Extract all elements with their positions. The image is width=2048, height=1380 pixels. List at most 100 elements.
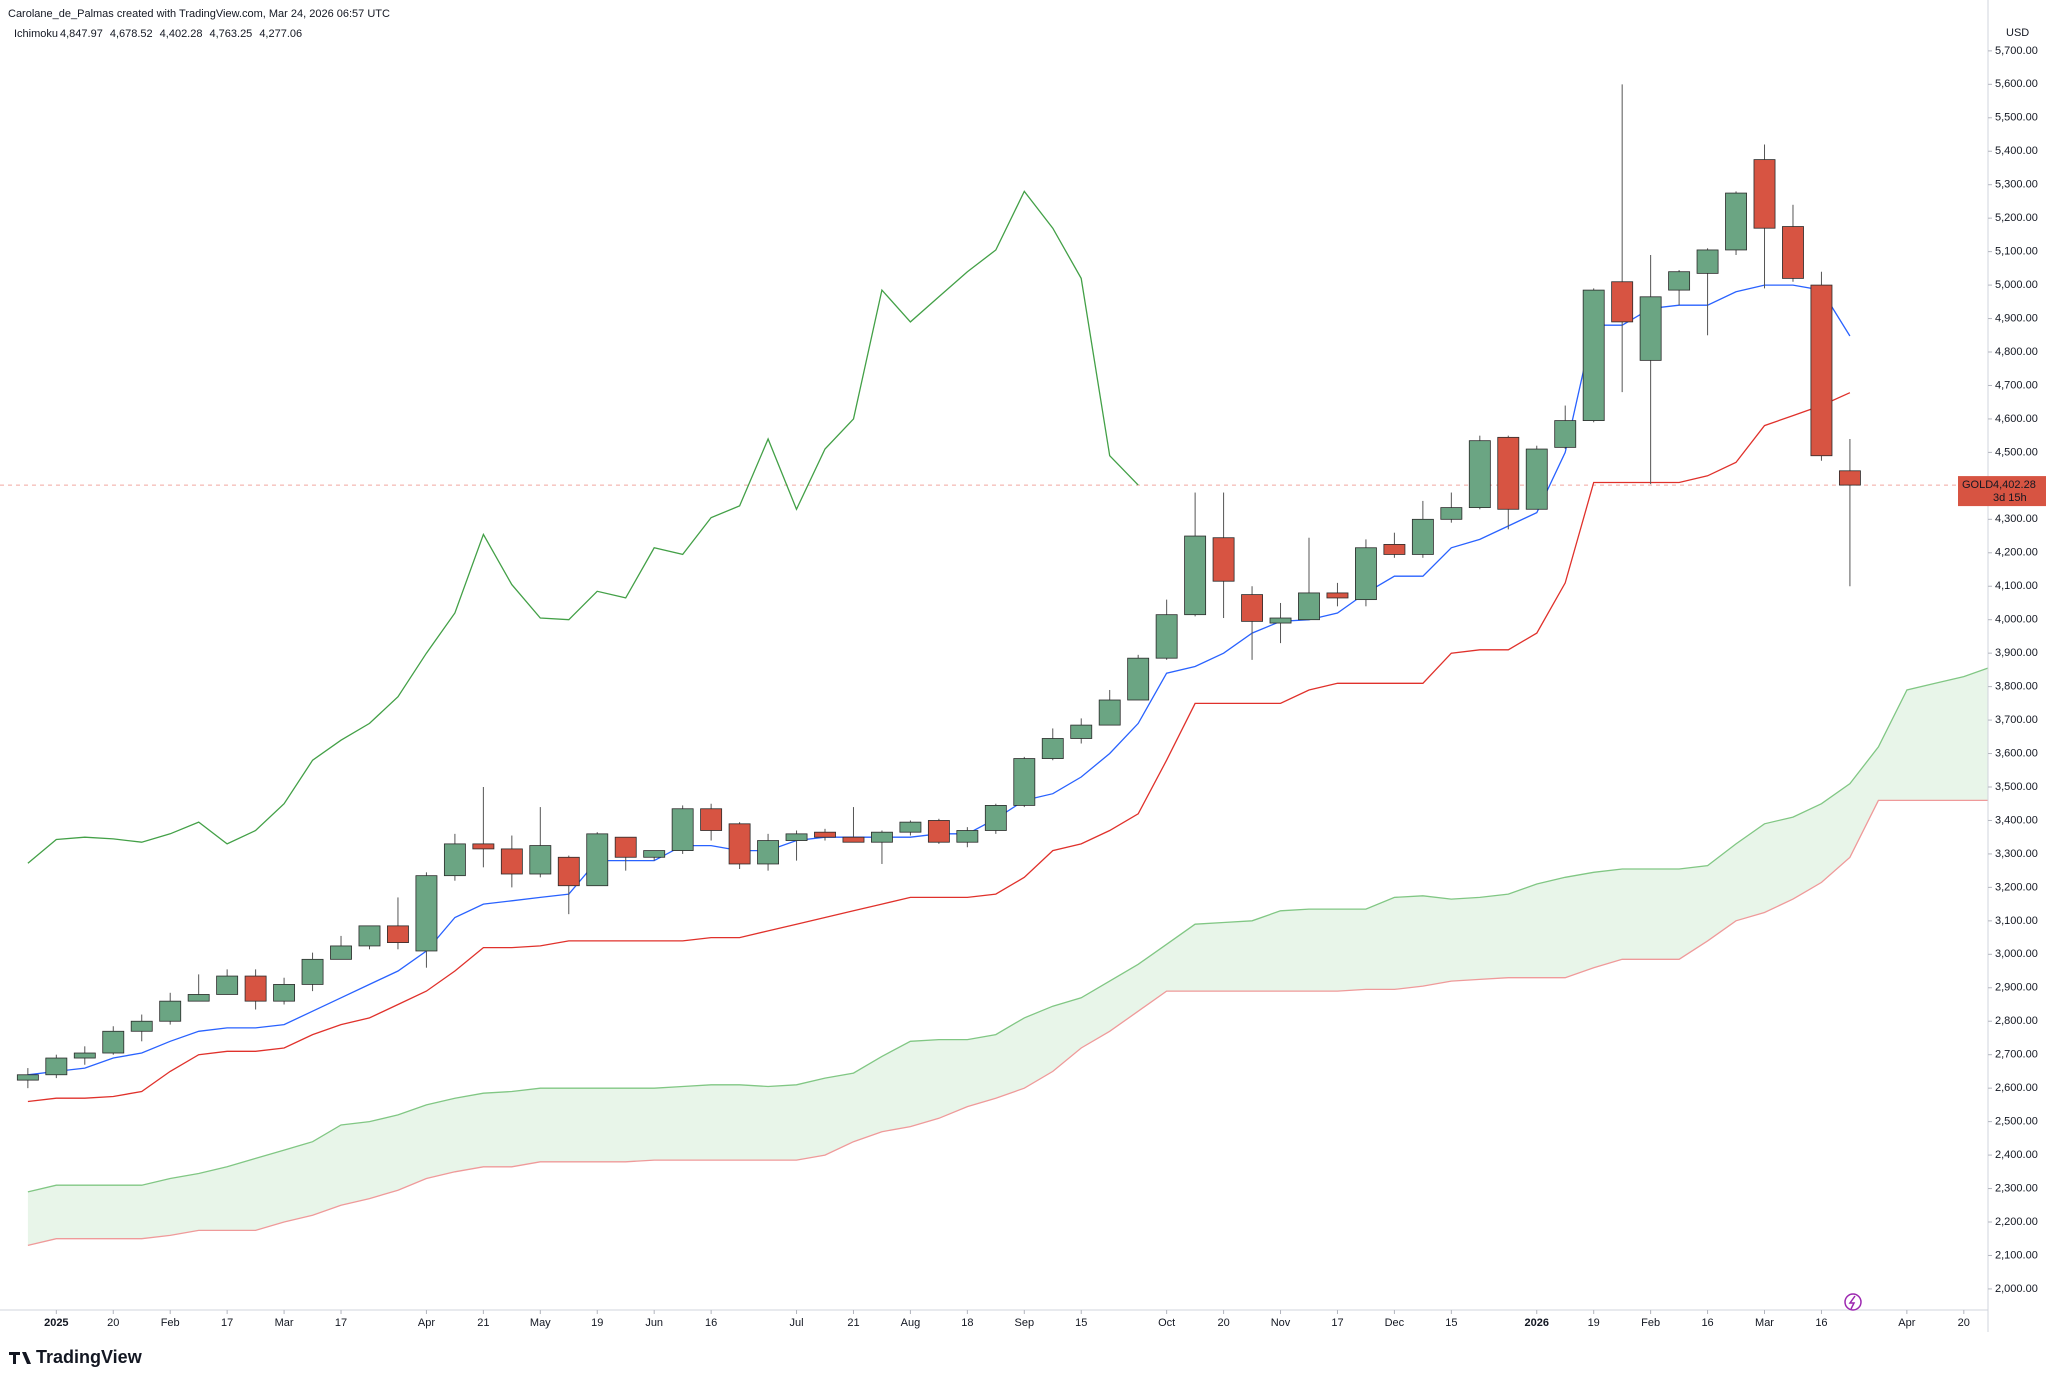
candle-body <box>472 843 495 850</box>
candle-body <box>273 984 296 1002</box>
candle-body <box>586 833 609 887</box>
y-tick-label: 2,000.00 <box>1995 1283 2038 1295</box>
x-tick-label: 16 <box>705 1317 717 1329</box>
ichimoku-line <box>27 799 1988 1247</box>
logo-text: TradingView <box>36 1347 143 1367</box>
candle-body <box>1298 592 1320 621</box>
legend-title: Ichimoku <box>14 28 58 40</box>
ichimoku-line <box>27 190 1139 864</box>
y-tick-label: 4,200.00 <box>1995 547 2038 559</box>
candle-body <box>16 1074 39 1081</box>
x-tick-label: Nov <box>1271 1317 1291 1329</box>
candle-body <box>73 1052 96 1059</box>
candle-body <box>1468 440 1491 509</box>
candle-body <box>1098 699 1121 726</box>
x-tick-label: 20 <box>1217 1317 1229 1329</box>
legend-value: 4,847.97 <box>60 28 103 40</box>
alert-icon <box>1844 1293 1862 1311</box>
x-tick-label: 2026 <box>1525 1317 1549 1329</box>
legend-value: 4,402.28 <box>160 28 203 40</box>
candle-body <box>1554 420 1577 448</box>
x-tick-label: Feb <box>161 1317 180 1329</box>
y-tick-label: 5,400.00 <box>1995 145 2038 157</box>
candle-body <box>1411 518 1434 555</box>
plot-area <box>0 84 1988 1247</box>
x-tick-label: Apr <box>418 1317 435 1329</box>
candle-body <box>443 843 466 877</box>
y-tick-label: 5,000.00 <box>1995 279 2038 291</box>
x-tick-label: Dec <box>1385 1317 1405 1329</box>
legend-value: 4,277.06 <box>259 28 302 40</box>
candle-body <box>358 925 381 947</box>
y-tick-label: 3,100.00 <box>1995 915 2038 927</box>
candle-body <box>1582 289 1605 422</box>
y-tick-label: 5,600.00 <box>1995 78 2038 90</box>
y-tick-label: 3,400.00 <box>1995 814 2038 826</box>
candle-body <box>643 850 666 858</box>
x-tick-label: 19 <box>591 1317 603 1329</box>
x-tick-label: 17 <box>221 1317 233 1329</box>
candle-body <box>1639 296 1662 361</box>
x-tick-label: Sep <box>1015 1317 1035 1329</box>
candle-body <box>1725 192 1747 251</box>
candle-body <box>1127 657 1150 701</box>
x-tick-label: 21 <box>477 1317 489 1329</box>
candle-body <box>130 1020 153 1032</box>
x-tick-label: 15 <box>1075 1317 1087 1329</box>
candle-body <box>1810 284 1833 457</box>
candle-body <box>1440 507 1463 520</box>
candle-body <box>1838 470 1861 486</box>
candle-body <box>1212 537 1235 582</box>
x-tick-label: Aug <box>901 1317 921 1329</box>
y-tick-label: 3,600.00 <box>1995 747 2038 759</box>
candle-body <box>728 823 751 865</box>
candle-body <box>1155 614 1178 659</box>
candle-body <box>1184 535 1207 616</box>
price-symbol: GOLD <box>1962 479 1993 491</box>
y-tick-label: 2,600.00 <box>1995 1082 2038 1094</box>
x-tick-label: Feb <box>1641 1317 1660 1329</box>
candle-body <box>1013 758 1036 806</box>
candle-body <box>415 875 438 952</box>
y-tick-label: 3,200.00 <box>1995 881 2038 893</box>
candle-body <box>1525 448 1548 510</box>
candle-body <box>1383 544 1406 555</box>
x-tick-label: 21 <box>847 1317 859 1329</box>
candle-body <box>927 820 950 843</box>
y-tick-label: 4,300.00 <box>1995 513 2038 525</box>
candle-body <box>45 1057 68 1076</box>
x-tick-label: Mar <box>1755 1317 1774 1329</box>
x-tick-label: 18 <box>961 1317 973 1329</box>
candle-body <box>1782 226 1804 279</box>
x-tick-label: Mar <box>275 1317 294 1329</box>
x-tick-label: 19 <box>1588 1317 1600 1329</box>
y-tick-label: 4,100.00 <box>1995 580 2038 592</box>
y-tick-label: 4,000.00 <box>1995 614 2038 626</box>
x-tick-label: 2025 <box>44 1317 68 1329</box>
candle-body <box>1326 592 1349 599</box>
price-countdown: 3d 15h <box>1993 492 2027 504</box>
y-tick-label: 2,200.00 <box>1995 1216 2038 1228</box>
x-tick-label: Jul <box>790 1317 804 1329</box>
x-tick-label: 16 <box>1815 1317 1827 1329</box>
candle-body <box>1611 281 1634 323</box>
candle-body <box>842 836 865 843</box>
candle-body <box>1696 249 1719 274</box>
y-tick-label: 4,700.00 <box>1995 379 2038 391</box>
candle-body <box>814 831 836 838</box>
y-tick-label: 3,800.00 <box>1995 681 2038 693</box>
x-tick-label: 20 <box>107 1317 119 1329</box>
candle-body <box>500 848 523 875</box>
y-tick-label: 3,500.00 <box>1995 781 2038 793</box>
x-tick-label: 17 <box>335 1317 347 1329</box>
y-tick-label: 3,900.00 <box>1995 647 2038 659</box>
candle-body <box>1070 724 1093 739</box>
candle-body <box>187 994 210 1002</box>
y-tick-label: 2,700.00 <box>1995 1049 2038 1061</box>
ichimoku-line <box>27 392 1851 1103</box>
candle-body <box>1497 436 1520 510</box>
candle-body <box>700 808 723 831</box>
y-tick-label: 2,900.00 <box>1995 982 2038 994</box>
